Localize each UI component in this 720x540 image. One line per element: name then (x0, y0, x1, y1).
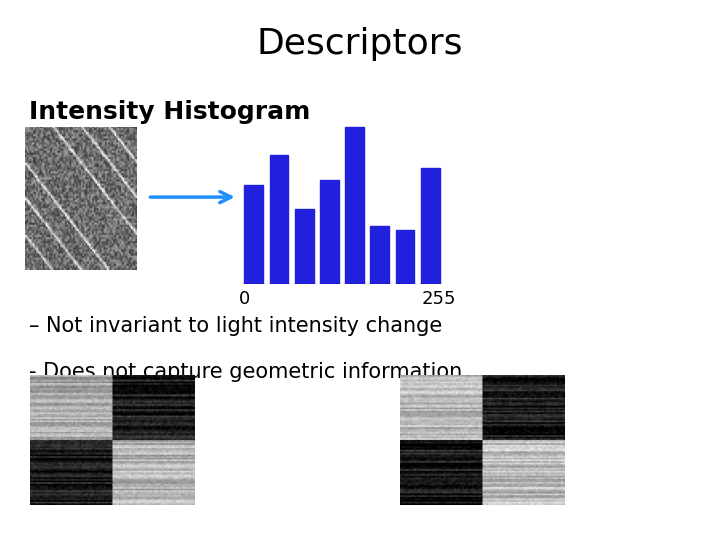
Text: 0: 0 (239, 290, 251, 308)
Bar (395, 230, 415, 284)
Bar (370, 226, 390, 284)
Bar (320, 180, 339, 284)
Bar (420, 167, 440, 284)
Text: 255: 255 (422, 290, 456, 308)
Text: Intensity Histogram: Intensity Histogram (29, 100, 310, 124)
Bar (244, 185, 264, 284)
Bar (269, 155, 289, 284)
Bar (345, 127, 364, 284)
Text: Descriptors: Descriptors (257, 27, 463, 61)
Bar (294, 208, 314, 284)
Text: - Does not capture geometric information: - Does not capture geometric information (29, 362, 462, 382)
FancyArrowPatch shape (150, 192, 231, 202)
Text: – Not invariant to light intensity change: – Not invariant to light intensity chang… (29, 316, 442, 336)
